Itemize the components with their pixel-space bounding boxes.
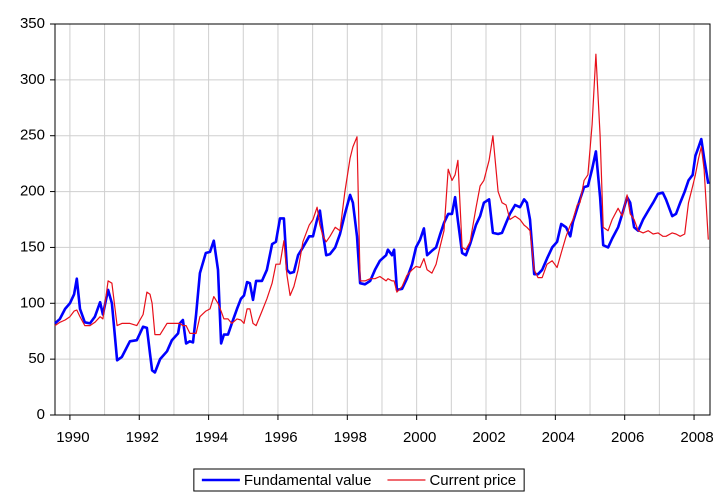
x-tick-label: 2000	[403, 429, 436, 446]
plot-border	[54, 23, 711, 416]
x-tick-label: 1996	[264, 429, 297, 446]
line	[54, 137, 710, 374]
y-tick-label: 200	[20, 183, 45, 200]
y-tick-label: 50	[28, 350, 45, 367]
x-tick-label: 1994	[195, 429, 228, 446]
line	[54, 53, 709, 336]
x-tick-label: 2008	[680, 429, 713, 446]
legend: Fundamental value Current price	[193, 468, 525, 492]
x-tick-label: 2004	[542, 429, 575, 446]
x-tick-label: 2002	[472, 429, 505, 446]
y-tick-label: 150	[20, 238, 45, 255]
legend-box	[193, 468, 525, 492]
x-tick-label: 1998	[334, 429, 367, 446]
y-tick-label: 0	[37, 406, 45, 423]
x-tick-label: 2006	[611, 429, 644, 446]
y-tick-label: 350	[20, 15, 45, 32]
legend-label: Fundamental value	[244, 472, 372, 489]
legend-label: Current price	[429, 472, 516, 489]
x-tick-label: 1990	[56, 429, 89, 446]
y-tick-label: 250	[20, 127, 45, 144]
y-tick-label: 300	[20, 71, 45, 88]
x-tick-label: 1992	[126, 429, 159, 446]
y-tick-label: 100	[20, 294, 45, 311]
